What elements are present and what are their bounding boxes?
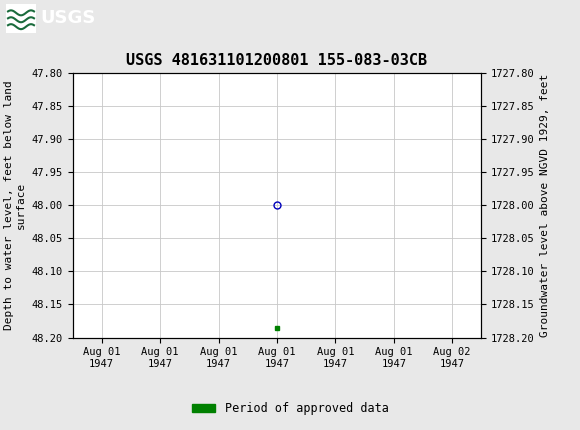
Y-axis label: Groundwater level above NGVD 1929, feet: Groundwater level above NGVD 1929, feet xyxy=(541,74,550,337)
Text: USGS: USGS xyxy=(40,9,95,27)
Legend: Period of approved data: Period of approved data xyxy=(187,397,393,420)
Y-axis label: Depth to water level, feet below land
surface: Depth to water level, feet below land su… xyxy=(5,80,26,330)
FancyBboxPatch shape xyxy=(6,4,36,33)
Title: USGS 481631101200801 155-083-03CB: USGS 481631101200801 155-083-03CB xyxy=(126,53,427,68)
